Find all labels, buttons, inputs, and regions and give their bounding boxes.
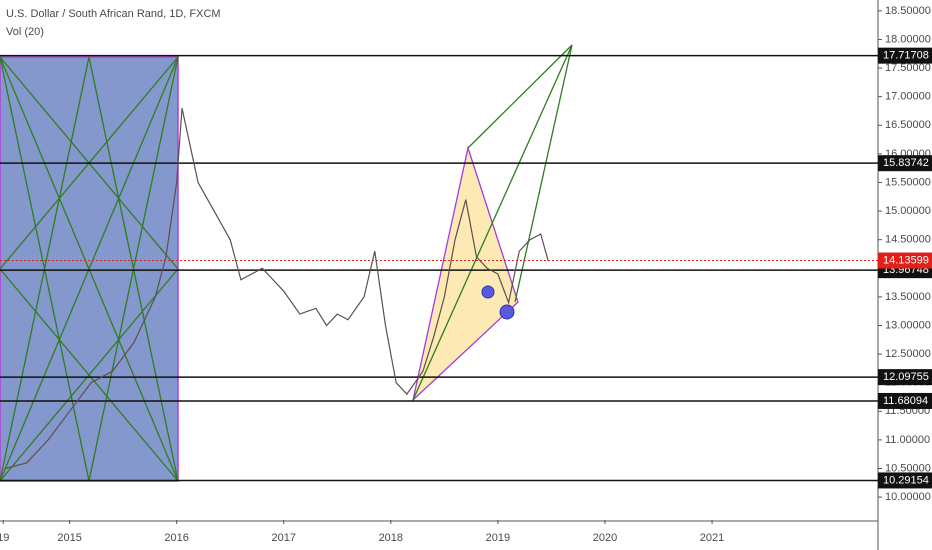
y-tick-label: 12.50000 bbox=[885, 348, 931, 360]
level-label: 15.83742 bbox=[883, 157, 929, 169]
chart-subtitle: Vol (20) bbox=[6, 26, 44, 38]
level-label: 12.09755 bbox=[883, 371, 929, 383]
y-tick-label: 17.00000 bbox=[885, 91, 931, 103]
current-price-box bbox=[878, 252, 932, 269]
x-tick-label: 2015 bbox=[57, 532, 81, 544]
y-tick-label: 17.50000 bbox=[885, 62, 931, 74]
x-tick-label: 2019 bbox=[486, 532, 510, 544]
y-tick-label: 10.00000 bbox=[885, 491, 931, 503]
level-label: 10.29154 bbox=[883, 474, 929, 486]
marker bbox=[481, 285, 495, 299]
level-label-box bbox=[878, 47, 932, 64]
y-tick-label: 16.50000 bbox=[885, 119, 931, 131]
y-tick-label: 15.00000 bbox=[885, 205, 931, 217]
y-tick-label: 11.00000 bbox=[885, 434, 930, 446]
level-label-box bbox=[878, 392, 932, 409]
level-label: 17.71708 bbox=[883, 50, 929, 62]
pattern-triangle bbox=[411, 145, 519, 402]
y-tick-label: 14.50000 bbox=[885, 234, 931, 246]
x-tick-label: 19 bbox=[0, 532, 9, 544]
x-tick-label: 2016 bbox=[164, 532, 188, 544]
current-price-label: 14.13599 bbox=[883, 254, 929, 266]
price-line bbox=[5, 107, 549, 470]
x-tick-label: 2018 bbox=[379, 532, 403, 544]
y-tick-label: 18.50000 bbox=[885, 5, 931, 17]
level-label: 11.68094 bbox=[883, 395, 928, 407]
x-tick-label: 2020 bbox=[593, 532, 617, 544]
level-label-box bbox=[878, 369, 932, 386]
level-label-box bbox=[878, 155, 932, 172]
chart-title: U.S. Dollar / South African Rand, 1D, FX… bbox=[6, 8, 221, 20]
marker bbox=[499, 304, 515, 320]
y-tick-label: 15.50000 bbox=[885, 176, 931, 188]
y-tick-label: 13.00000 bbox=[885, 319, 931, 331]
level-label-box bbox=[878, 472, 932, 489]
y-tick-label: 13.50000 bbox=[885, 291, 931, 303]
y-tick-label: 18.00000 bbox=[885, 33, 931, 45]
y-tick-label: 10.50000 bbox=[885, 462, 931, 474]
pattern-lines bbox=[412, 44, 573, 401]
x-tick-label: 2017 bbox=[272, 532, 296, 544]
x-tick-label: 2021 bbox=[700, 532, 724, 544]
